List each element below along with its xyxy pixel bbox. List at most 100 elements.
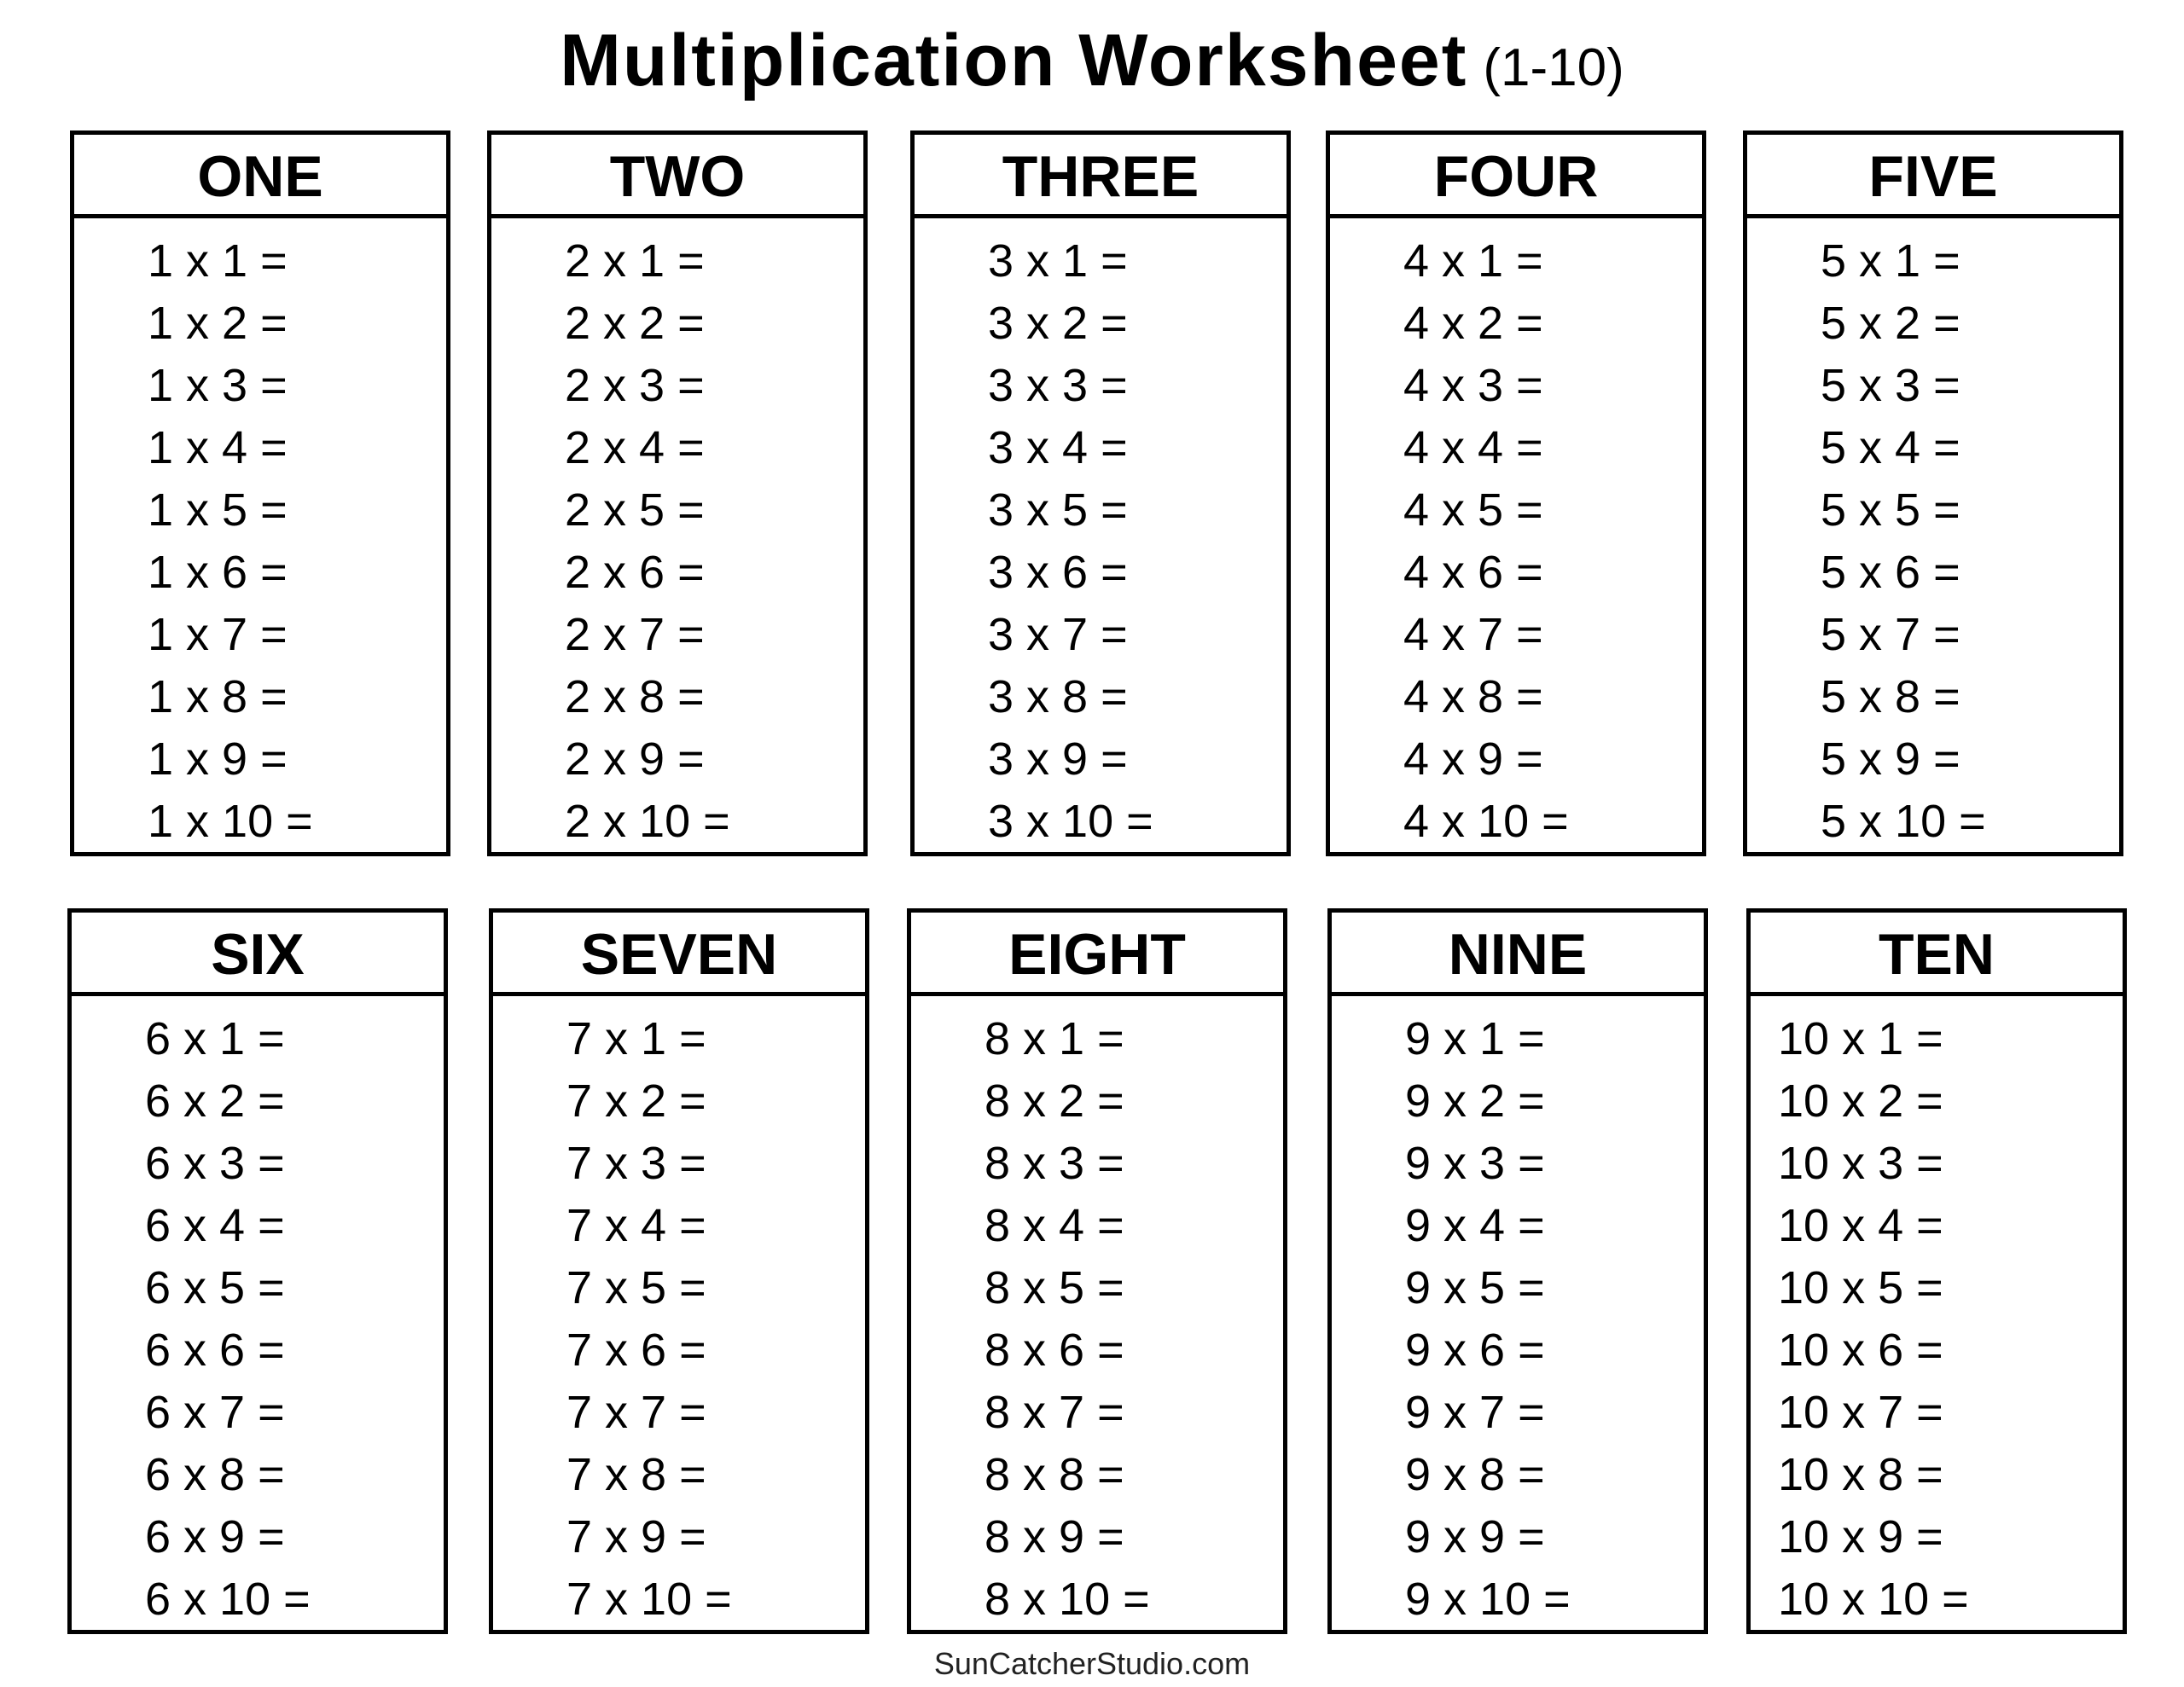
problem-item: 7 x 2 = — [566, 1075, 706, 1127]
problem-item: 10 x 8 = — [1778, 1449, 1943, 1500]
problem-item: 8 x 4 = — [985, 1200, 1124, 1251]
problem-item: 7 x 4 = — [566, 1200, 706, 1251]
table-header: SIX — [72, 913, 444, 996]
problem-item: 4 x 1 = — [1403, 235, 1543, 287]
problem-item: 6 x 3 = — [145, 1138, 285, 1189]
problem-item: 1 x 9 = — [148, 733, 288, 785]
problem-item: 4 x 2 = — [1403, 298, 1543, 349]
problem-item: 3 x 8 = — [988, 671, 1128, 722]
problem-item: 8 x 8 = — [985, 1449, 1124, 1500]
problem-item: 5 x 9 = — [1821, 733, 1960, 785]
problem-item: 4 x 8 = — [1403, 671, 1543, 722]
problem-item: 8 x 10 = — [985, 1574, 1150, 1625]
problem-item: 1 x 5 = — [148, 484, 288, 536]
problem-item: 4 x 6 = — [1403, 547, 1543, 598]
problem-item: 6 x 7 = — [145, 1387, 285, 1438]
problem-item: 3 x 10 = — [988, 796, 1153, 847]
problem-item: 2 x 4 = — [565, 422, 705, 473]
problem-item: 10 x 1 = — [1778, 1013, 1943, 1064]
table-header: TWO — [491, 135, 863, 218]
problem-item: 1 x 4 = — [148, 422, 288, 473]
table-header: FIVE — [1747, 135, 2119, 218]
problem-list: 4 x 1 = 4 x 2 = 4 x 3 = 4 x 4 = 4 x 5 = 4 x 6… — [1330, 218, 1702, 853]
problem-item: 5 x 8 = — [1821, 671, 1960, 722]
table-two: TWO 2 x 1 = 2 x 2 = 2 x 3 = 2 x 4 = 2 x 5 = 2 … — [487, 130, 868, 856]
problem-list: 7 x 1 = 7 x 2 = 7 x 3 = 7 x 4 = 7 x 5 = 7 x 6… — [493, 996, 865, 1631]
problem-item: 2 x 7 = — [565, 609, 705, 660]
problem-item: 2 x 8 = — [565, 671, 705, 722]
problem-item: 8 x 6 = — [985, 1325, 1124, 1376]
problem-list: 1 x 1 = 1 x 2 = 1 x 3 = 1 x 4 = 1 x 5 = 1 x 6… — [74, 218, 446, 853]
problem-item: 2 x 3 = — [565, 360, 705, 411]
problem-item: 6 x 2 = — [145, 1075, 285, 1127]
problem-item: 8 x 9 = — [985, 1511, 1124, 1562]
footer-credit: SunCatcherStudio.com — [933, 1646, 1251, 1681]
problem-item: 8 x 3 = — [985, 1138, 1124, 1189]
problem-item: 5 x 2 = — [1821, 298, 1960, 349]
problem-item: 6 x 5 = — [145, 1262, 285, 1313]
problem-item: 10 x 2 = — [1778, 1075, 1943, 1127]
problem-item: 7 x 1 = — [566, 1013, 706, 1064]
problem-item: 9 x 7 = — [1405, 1387, 1545, 1438]
problem-item: 3 x 3 = — [988, 360, 1128, 411]
problem-item: 10 x 6 = — [1778, 1325, 1943, 1376]
problem-item: 10 x 3 = — [1778, 1138, 1943, 1189]
problem-item: 4 x 10 = — [1403, 796, 1569, 847]
problem-item: 4 x 3 = — [1403, 360, 1543, 411]
problem-item: 8 x 2 = — [985, 1075, 1124, 1127]
table-header: TEN — [1751, 913, 2123, 996]
problem-list: 9 x 1 = 9 x 2 = 9 x 3 = 9 x 4 = 9 x 5 = 9 x 6… — [1332, 996, 1704, 1631]
problem-item: 1 x 3 = — [148, 360, 288, 411]
problem-item: 2 x 5 = — [565, 484, 705, 536]
problem-item: 1 x 6 = — [148, 547, 288, 598]
problem-item: 6 x 6 = — [145, 1325, 285, 1376]
problem-item: 5 x 7 = — [1821, 609, 1960, 660]
problem-item: 2 x 1 = — [565, 235, 705, 287]
table-eight: EIGHT 8 x 1 = 8 x 2 = 8 x 3 = 8 x 4 = 8 x 5 =… — [907, 908, 1287, 1634]
problem-list: 8 x 1 = 8 x 2 = 8 x 3 = 8 x 4 = 8 x 5 = 8 x 6… — [911, 996, 1283, 1631]
problem-item: 9 x 5 = — [1405, 1262, 1545, 1313]
problem-list: 10 x 1 = 10 x 2 = 10 x 3 = 10 x 4 = 10 x 5 =… — [1751, 996, 2123, 1631]
problem-item: 9 x 4 = — [1405, 1200, 1545, 1251]
table-ten: TEN 10 x 1 = 10 x 2 = 10 x 3 = 10 x 4 = 10 x … — [1746, 908, 2127, 1634]
problem-item: 1 x 7 = — [148, 609, 288, 660]
problem-item: 7 x 10 = — [566, 1574, 732, 1625]
problem-list: 3 x 1 = 3 x 2 = 3 x 3 = 3 x 4 = 3 x 5 = 3 x 6… — [915, 218, 1287, 853]
problem-item: 7 x 5 = — [566, 1262, 706, 1313]
problem-item: 3 x 9 = — [988, 733, 1128, 785]
problem-item: 6 x 1 = — [145, 1013, 285, 1064]
problem-item: 3 x 4 = — [988, 422, 1128, 473]
problem-item: 9 x 10 = — [1405, 1574, 1571, 1625]
table-seven: SEVEN 7 x 1 = 7 x 2 = 7 x 3 = 7 x 4 = 7 x 5 =… — [489, 908, 869, 1634]
problem-item: 9 x 1 = — [1405, 1013, 1545, 1064]
problem-item: 1 x 2 = — [148, 298, 288, 349]
problem-item: 1 x 8 = — [148, 671, 288, 722]
table-header: SEVEN — [493, 913, 865, 996]
problem-item: 2 x 6 = — [565, 547, 705, 598]
problem-item: 9 x 2 = — [1405, 1075, 1545, 1127]
problem-item: 7 x 9 = — [566, 1511, 706, 1562]
table-header: NINE — [1332, 913, 1704, 996]
problem-item: 1 x 1 = — [148, 235, 288, 287]
title-main: Multiplication Worksheet — [560, 20, 1468, 101]
problem-item: 10 x 10 = — [1778, 1574, 1969, 1625]
problem-item: 5 x 6 = — [1821, 547, 1960, 598]
problem-item: 5 x 10 = — [1821, 796, 1986, 847]
problem-list: 6 x 1 = 6 x 2 = 6 x 3 = 6 x 4 = 6 x 5 = 6 x 6… — [72, 996, 444, 1631]
problem-item: 9 x 8 = — [1405, 1449, 1545, 1500]
problem-item: 3 x 1 = — [988, 235, 1128, 287]
problem-item: 9 x 6 = — [1405, 1325, 1545, 1376]
table-one: ONE 1 x 1 = 1 x 2 = 1 x 3 = 1 x 4 = 1 x 5 = 1 … — [70, 130, 450, 856]
problem-item: 6 x 4 = — [145, 1200, 285, 1251]
problem-item: 2 x 2 = — [565, 298, 705, 349]
problem-item: 8 x 5 = — [985, 1262, 1124, 1313]
title-range: (1-10) — [1483, 38, 1624, 97]
problem-item: 10 x 4 = — [1778, 1200, 1943, 1251]
problem-item: 3 x 6 = — [988, 547, 1128, 598]
problem-item: 7 x 8 = — [566, 1449, 706, 1500]
problem-item: 8 x 7 = — [985, 1387, 1124, 1438]
problem-item: 8 x 1 = — [985, 1013, 1124, 1064]
table-header: EIGHT — [911, 913, 1283, 996]
table-header: ONE — [74, 135, 446, 218]
problem-list: 5 x 1 = 5 x 2 = 5 x 3 = 5 x 4 = 5 x 5 = 5 x 6… — [1747, 218, 2119, 853]
